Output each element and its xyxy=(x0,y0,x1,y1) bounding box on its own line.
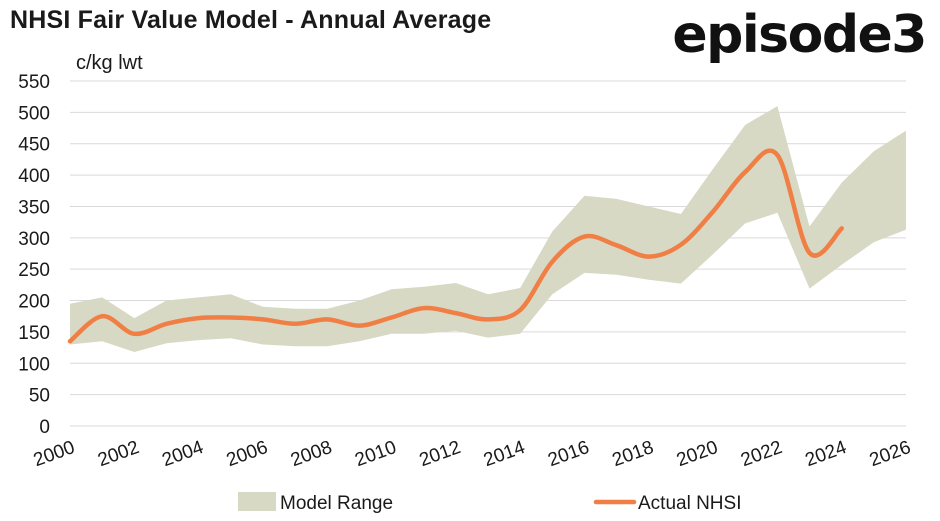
x-tick-label: 2020 xyxy=(674,437,721,471)
actual-nhsi-point xyxy=(840,226,844,230)
y-tick-label: 0 xyxy=(39,417,50,438)
y-tick-label: 450 xyxy=(18,135,50,156)
legend-swatch-model-range xyxy=(238,492,276,511)
actual-nhsi-point xyxy=(165,322,169,326)
actual-nhsi-point xyxy=(68,339,72,343)
actual-nhsi-point xyxy=(261,317,265,321)
legend-label-model-range: Model Range xyxy=(280,493,393,514)
y-axis-unit-label: c/kg lwt xyxy=(76,52,143,74)
actual-nhsi-point xyxy=(422,306,426,310)
actual-nhsi-point xyxy=(518,308,522,312)
x-tick-label: 2022 xyxy=(738,437,785,471)
y-tick-label: 250 xyxy=(18,260,50,281)
actual-nhsi-point xyxy=(454,311,458,315)
x-tick-label: 2002 xyxy=(95,437,142,471)
actual-nhsi-point xyxy=(743,170,747,174)
x-tick-label: 2012 xyxy=(417,437,464,471)
legend-label-actual-nhsi: Actual NHSI xyxy=(638,493,741,514)
x-tick-labels: 2000 2002 2004 2006 2008 2010 2012 2014 2016 2018… xyxy=(31,437,914,471)
y-tick-label: 50 xyxy=(29,386,50,407)
actual-nhsi-point xyxy=(229,316,233,320)
x-tick-label: 2000 xyxy=(31,437,78,471)
actual-nhsi-point xyxy=(293,322,297,326)
model-range-band-layer xyxy=(70,106,906,352)
legend: Model Range Actual NHSI xyxy=(238,492,741,514)
y-tick-label: 500 xyxy=(18,103,50,124)
y-tick-label: 150 xyxy=(18,323,50,344)
x-tick-label: 2026 xyxy=(867,437,914,471)
y-tick-label: 350 xyxy=(18,197,50,218)
actual-nhsi-point xyxy=(132,332,136,336)
actual-nhsi-point xyxy=(775,153,779,157)
actual-nhsi-point xyxy=(808,251,812,255)
actual-nhsi-point xyxy=(583,235,587,239)
x-tick-label: 2018 xyxy=(610,437,657,471)
actual-nhsi-point xyxy=(197,316,201,320)
actual-nhsi-line-layer xyxy=(67,148,844,344)
y-tick-labels: 0 50 100 150 200 250 300 350 400 450 500 550 xyxy=(18,72,50,438)
x-tick-label: 2016 xyxy=(545,437,592,471)
x-tick-label: 2006 xyxy=(224,437,271,471)
actual-nhsi-point xyxy=(100,314,104,318)
chart-title: NHSI Fair Value Model - Annual Average xyxy=(10,6,492,34)
x-tick-label: 2010 xyxy=(352,437,399,471)
x-tick-label: 2004 xyxy=(159,437,206,471)
actual-nhsi-point xyxy=(325,317,329,321)
x-tick-label: 2008 xyxy=(288,437,335,471)
x-tick-label: 2014 xyxy=(481,437,528,471)
y-tick-label: 200 xyxy=(18,292,50,313)
actual-nhsi-point xyxy=(711,210,715,214)
actual-nhsi-point xyxy=(615,243,619,247)
y-tick-label: 300 xyxy=(18,229,50,250)
model-range-band xyxy=(70,106,906,352)
actual-nhsi-line xyxy=(67,148,844,344)
y-tick-label: 550 xyxy=(18,72,50,93)
actual-nhsi-point xyxy=(679,243,683,247)
actual-nhsi-point xyxy=(357,324,361,328)
actual-nhsi-point xyxy=(486,317,490,321)
actual-nhsi-point xyxy=(647,255,651,259)
x-tick-label: 2024 xyxy=(802,437,849,471)
y-tick-label: 100 xyxy=(18,354,50,375)
actual-nhsi-point xyxy=(550,260,554,264)
actual-nhsi-point xyxy=(390,316,394,320)
y-tick-label: 400 xyxy=(18,166,50,187)
episode3-logo: episode3 xyxy=(672,5,927,65)
